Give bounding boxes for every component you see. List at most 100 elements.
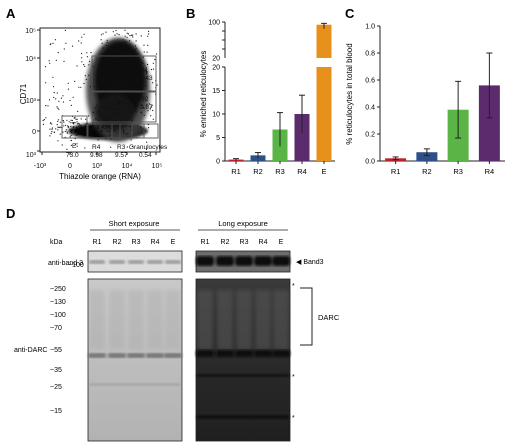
flow-event-dot xyxy=(147,35,149,37)
flow-event-dot xyxy=(125,81,127,83)
flow-event-dot xyxy=(139,59,141,61)
gate-label-granulocytes: Granulocytes xyxy=(129,144,168,151)
flow-event-dot xyxy=(113,88,116,90)
panel-label-a: A xyxy=(6,6,16,21)
flow-event-dot xyxy=(102,125,105,127)
flow-event-dot xyxy=(140,35,142,37)
band3-short-band xyxy=(165,260,181,264)
flow-event-dot xyxy=(92,122,94,124)
flow-event-dot xyxy=(71,129,74,131)
chart-c-ylabel: % reticulocytes in total blood xyxy=(345,43,354,144)
flow-event-dot xyxy=(124,52,127,55)
flow-event-dot xyxy=(145,81,147,83)
flow-event-dot xyxy=(114,57,116,59)
chart-b-ytick-label: 5 xyxy=(216,135,220,142)
flow-event-dot xyxy=(76,65,78,67)
flow-event-dot xyxy=(124,35,126,37)
flow-event-dot xyxy=(127,67,129,69)
flow-event-dot xyxy=(98,65,100,67)
band3-long-band xyxy=(272,256,290,266)
flow-event-dot xyxy=(124,63,126,65)
flow-event-dot xyxy=(129,71,131,73)
flow-event-dot xyxy=(43,119,45,121)
flow-event-dot xyxy=(118,74,120,76)
flow-event-dot xyxy=(124,29,126,31)
flow-event-dot xyxy=(123,82,125,84)
flow-event-dot xyxy=(141,104,143,106)
flow-event-dot xyxy=(77,122,79,124)
flow-event-dot xyxy=(49,62,51,64)
flow-event-dot xyxy=(114,82,116,84)
chart-b-ylabel: % enriched reticulocytes xyxy=(199,51,208,138)
flow-event-dot xyxy=(123,41,125,43)
flow-event-dot xyxy=(152,109,154,112)
chart-b: % enriched reticulocytes 0 5 10 15 20 100 20 R1… xyxy=(199,20,335,176)
flow-event-dot xyxy=(103,51,105,53)
flow-event-dot xyxy=(118,58,120,60)
flow-event-dot xyxy=(127,33,129,35)
flow-event-dot xyxy=(57,120,59,122)
panel-label-d: D xyxy=(6,206,15,221)
flow-event-dot xyxy=(118,64,120,66)
flow-event-dot xyxy=(79,132,81,134)
flow-event-dot xyxy=(119,102,121,104)
asterisk-3: * xyxy=(292,415,295,422)
flow-event-dot xyxy=(130,105,132,107)
blot-kda-label: kDa xyxy=(50,239,63,246)
flow-event-dot xyxy=(86,52,88,54)
flow-event-dot xyxy=(130,94,132,96)
flow-event-dot xyxy=(148,30,150,32)
flow-event-dot xyxy=(138,62,140,64)
darc-bracket-label: DARC xyxy=(318,313,340,322)
flow-event-dot xyxy=(106,95,108,97)
gate-r3 xyxy=(111,123,145,139)
flow-event-dot xyxy=(107,106,109,108)
flow-event-dot xyxy=(111,107,113,110)
flow-event-dot xyxy=(106,77,108,79)
flow-event-dot xyxy=(75,118,77,120)
chart-b-ytick-label: 20 xyxy=(212,65,220,72)
flow-event-dot xyxy=(69,136,71,138)
flow-event-dot xyxy=(137,58,139,60)
flow-event-dot xyxy=(114,65,116,67)
flow-event-dot xyxy=(75,134,78,136)
flow-event-dot xyxy=(106,41,108,44)
flow-event-dot xyxy=(152,82,154,84)
mw-marker: ~35 xyxy=(50,367,62,374)
flow-event-dot xyxy=(117,87,119,89)
flow-event-dot xyxy=(67,126,69,128)
flow-event-dot xyxy=(126,61,128,63)
chart-c-ytick-label: 0.8 xyxy=(365,51,375,58)
flow-event-dot xyxy=(137,72,139,74)
flow-event-dot xyxy=(92,124,94,126)
flow-event-dot xyxy=(140,112,142,114)
flow-xtick-1e3: 10³ xyxy=(92,163,103,170)
flow-event-dot xyxy=(131,112,133,114)
flow-event-dot xyxy=(110,146,112,148)
flow-event-dot xyxy=(126,133,128,135)
flow-event-dot xyxy=(102,59,104,61)
flow-event-dot xyxy=(125,122,127,124)
flow-event-dot xyxy=(114,50,116,52)
flow-event-dot xyxy=(116,81,118,83)
flow-event-dot xyxy=(109,70,112,72)
flow-event-dot xyxy=(106,130,108,132)
darc-long-nonspecific-2 xyxy=(197,415,289,419)
flow-event-dot xyxy=(122,39,124,41)
flow-event-dot xyxy=(147,127,150,129)
flow-event-dot xyxy=(123,130,125,132)
flow-event-dot xyxy=(114,100,116,102)
darc-short-band xyxy=(88,353,106,358)
flow-event-dot xyxy=(115,129,117,131)
flow-event-dot xyxy=(100,39,102,41)
gate-value-r4: 9.98 xyxy=(90,152,103,159)
lane-label-short-r2: R2 xyxy=(113,239,122,246)
flow-event-dot xyxy=(123,56,125,58)
flow-event-dot xyxy=(97,126,99,129)
flow-event-dot xyxy=(77,134,79,136)
flow-event-dot xyxy=(49,43,51,46)
flow-event-dot xyxy=(137,81,139,83)
flow-event-dot xyxy=(129,77,131,79)
flow-event-dot xyxy=(112,52,114,54)
flow-event-dot xyxy=(129,104,131,106)
